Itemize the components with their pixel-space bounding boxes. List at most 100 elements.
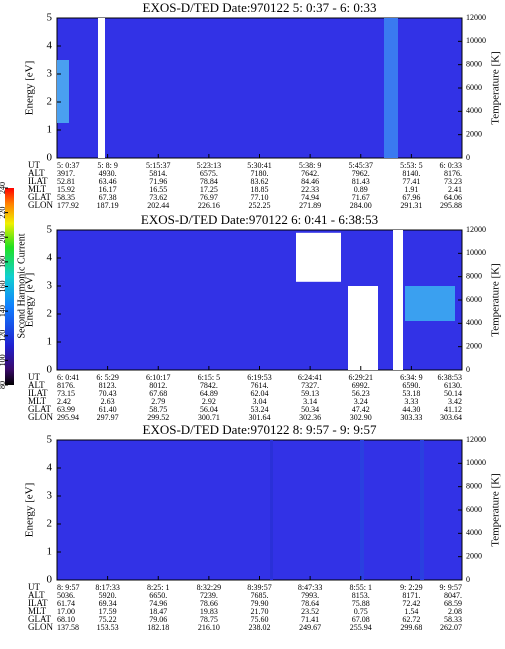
panel-title: EXOS-D/TED Date:970122 5: 0:37 - 6: 0:33 (143, 0, 377, 15)
y2-tick-label: 2000 (466, 551, 482, 560)
cell: 177.92 (57, 201, 79, 210)
cell: 249.67 (299, 623, 321, 632)
cell: 8:17:33 (95, 583, 119, 592)
y-tick-label: 0 (47, 574, 53, 586)
y-tick-label: 1 (47, 336, 53, 348)
cell: 8:25: 1 (147, 583, 169, 592)
cell: 77.10 (251, 193, 269, 202)
row-label: UT (28, 582, 40, 592)
cell: 78.66 (200, 599, 218, 608)
y2-tick-label: 0 (466, 575, 470, 584)
row-label: ALT (28, 168, 45, 178)
cell: 303.33 (400, 413, 422, 422)
y2-tick-label: 10000 (466, 458, 486, 467)
cell: 7180. (251, 169, 269, 178)
cell: 6130. (444, 381, 462, 390)
row-label: UT (28, 372, 40, 382)
cell: 71.96 (149, 177, 167, 186)
cell: 6:19:53 (247, 373, 271, 382)
cell: 291.31 (400, 201, 422, 210)
row-label: ILAT (28, 598, 48, 608)
y2-tick-label: 8000 (466, 271, 482, 280)
cell: 63.99 (57, 405, 75, 414)
cell: 44.30 (402, 405, 420, 414)
cell: 6992. (352, 381, 370, 390)
spectrogram-feature (270, 440, 273, 580)
cell: 0.75 (354, 607, 368, 616)
cell: 56.04 (200, 405, 218, 414)
cell: 5:53: 5 (400, 161, 422, 170)
cell: 23.52 (301, 607, 319, 616)
y2-tick-label: 4000 (466, 528, 482, 537)
cell: 6590. (402, 381, 420, 390)
cell: 67.96 (402, 193, 420, 202)
y2-tick-label: 8000 (466, 481, 482, 490)
cell: 8140. (402, 169, 420, 178)
row-label: GLAT (28, 192, 51, 202)
y-tick-label: 1 (47, 546, 53, 558)
spectrogram-feature (348, 286, 378, 370)
cell: 18.85 (251, 185, 269, 194)
cell: 22.33 (301, 185, 319, 194)
cell: 300.71 (198, 413, 220, 422)
cell: 71.67 (352, 193, 370, 202)
y2-tick-label: 6000 (466, 505, 482, 514)
cell: 74.96 (149, 599, 167, 608)
spectrogram-feature (393, 230, 403, 370)
colorbar-tick-label: 80 (0, 381, 7, 389)
cell: 61.74 (57, 599, 75, 608)
row-label: UT (28, 160, 40, 170)
cell: 61.40 (99, 405, 117, 414)
row-label: ILAT (28, 388, 48, 398)
cell: 271.89 (299, 201, 321, 210)
y-tick-label: 0 (47, 152, 53, 164)
row-label: MLT (28, 396, 47, 406)
cell: 6: 0:33 (440, 161, 462, 170)
y2-tick-label: 12000 (466, 225, 486, 234)
cell: 5: 8: 9 (97, 161, 117, 170)
cell: 2.63 (101, 397, 115, 406)
cell: 153.53 (97, 623, 119, 632)
cell: 2.41 (448, 185, 462, 194)
spectrogram (56, 439, 463, 581)
cell: 8047. (444, 591, 462, 600)
y-tick-label: 2 (47, 96, 53, 108)
y2-tick-label: 0 (466, 365, 470, 374)
y2-tick-label: 2000 (466, 341, 482, 350)
cell: 5:30:41 (247, 161, 271, 170)
cell: 50.14 (444, 389, 462, 398)
cell: 17.25 (200, 185, 218, 194)
y-tick-label: 2 (47, 308, 53, 320)
y-tick-label: 0 (47, 364, 53, 376)
cell: 73.23 (444, 177, 462, 186)
cell: 63.46 (99, 177, 117, 186)
cell: 6:15: 5 (198, 373, 220, 382)
spectrogram-feature (296, 232, 341, 282)
y2-tick-label: 6000 (466, 295, 482, 304)
cell: 67.38 (99, 193, 117, 202)
y2-tick-label: 2000 (466, 129, 482, 138)
cell: 6:10:17 (146, 373, 170, 382)
cell: 2.92 (202, 397, 216, 406)
cell: 5:23:13 (197, 161, 221, 170)
cell: 238.02 (249, 623, 271, 632)
y-axis-label: Energy [eV] (24, 483, 36, 537)
cell: 0.89 (354, 185, 368, 194)
cell: 83.62 (251, 177, 269, 186)
y2-tick-label: 12000 (466, 435, 486, 444)
row-label: GLON (28, 200, 53, 210)
spectrogram-feature (360, 440, 364, 580)
cell: 7842. (200, 381, 218, 390)
cell: 7993. (301, 591, 319, 600)
colorbar (5, 188, 14, 385)
cell: 8:39:57 (247, 583, 271, 592)
cell: 8153. (352, 591, 370, 600)
cell: 21.70 (251, 607, 269, 616)
cell: 297.97 (97, 413, 119, 422)
cell: 3.42 (448, 397, 462, 406)
cell: 58.35 (57, 193, 75, 202)
cell: 47.42 (352, 405, 370, 414)
cell: 17.59 (99, 607, 117, 616)
row-label: GLAT (28, 614, 51, 624)
